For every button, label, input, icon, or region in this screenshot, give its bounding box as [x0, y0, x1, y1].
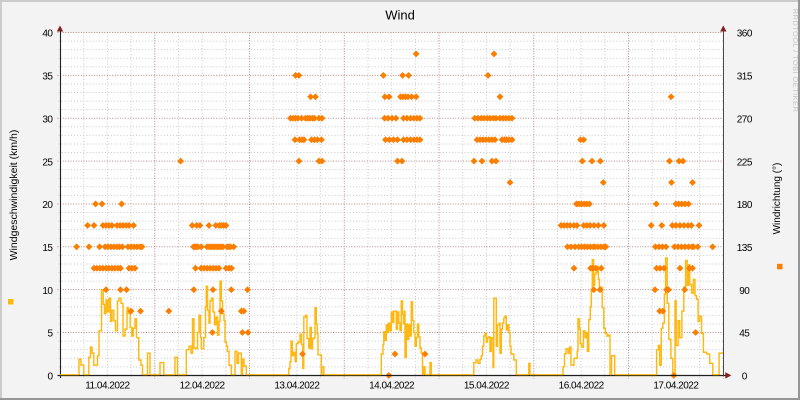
- svg-text:15: 15: [42, 243, 53, 254]
- svg-text:0: 0: [47, 372, 53, 383]
- svg-text:360: 360: [737, 29, 753, 40]
- svg-text:180: 180: [737, 200, 753, 211]
- svg-text:315: 315: [737, 72, 753, 83]
- svg-text:RRDTOOL / TOBI OETIKER: RRDTOOL / TOBI OETIKER: [791, 9, 800, 113]
- svg-text:135: 135: [737, 243, 753, 254]
- svg-text:15.04.2022: 15.04.2022: [464, 381, 510, 392]
- svg-text:11.04.2022: 11.04.2022: [85, 381, 130, 392]
- svg-text:Wind: Wind: [385, 8, 415, 23]
- svg-text:225: 225: [737, 157, 753, 168]
- svg-text:45: 45: [739, 329, 750, 340]
- svg-text:17.04.2022: 17.04.2022: [653, 381, 699, 392]
- svg-text:20: 20: [42, 200, 53, 211]
- svg-text:16.04.2022: 16.04.2022: [559, 381, 605, 392]
- svg-text:10: 10: [42, 286, 53, 297]
- svg-text:Windgeschwindigkeit (km/h): Windgeschwindigkeit (km/h): [8, 130, 20, 261]
- svg-text:35: 35: [42, 72, 53, 83]
- svg-text:270: 270: [737, 114, 753, 125]
- svg-text:30: 30: [42, 114, 53, 125]
- svg-text:13.04.2022: 13.04.2022: [274, 381, 320, 392]
- svg-text:90: 90: [739, 286, 750, 297]
- svg-text:12.04.2022: 12.04.2022: [180, 381, 226, 392]
- svg-text:Windrichtung (°): Windrichtung (°): [772, 163, 783, 235]
- svg-text:0: 0: [742, 372, 748, 383]
- svg-text:14.04.2022: 14.04.2022: [369, 381, 415, 392]
- svg-text:40: 40: [42, 29, 53, 40]
- svg-text:25: 25: [42, 157, 53, 168]
- svg-text:5: 5: [47, 329, 53, 340]
